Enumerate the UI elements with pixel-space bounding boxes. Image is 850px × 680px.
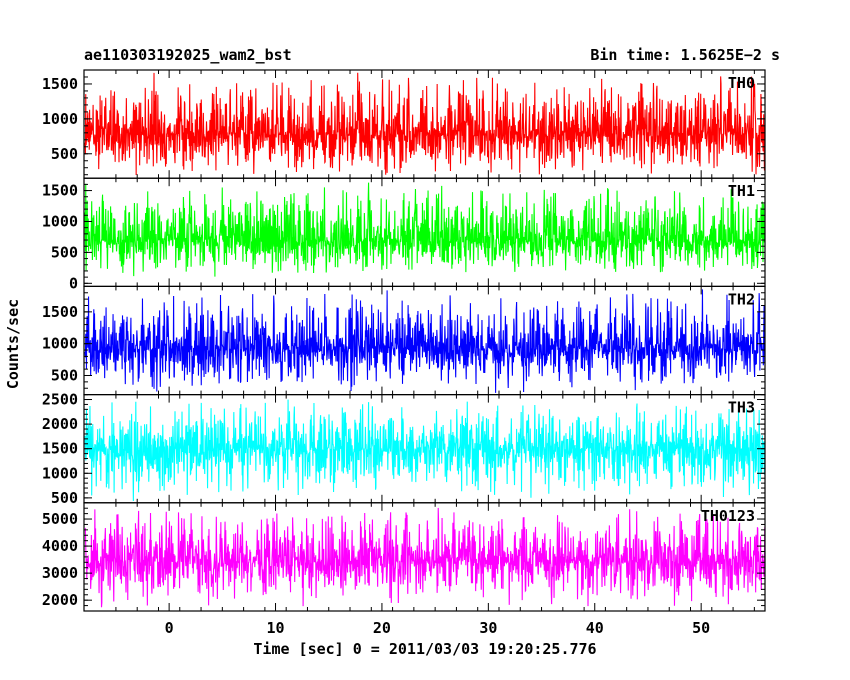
x-axis-title: Time [sec] 0 = 2011/03/03 19:20:25.776 [253, 640, 596, 658]
x-tick-label: 50 [692, 619, 710, 637]
y-tick-label: 1500 [42, 440, 78, 458]
y-tick-label: 0 [69, 274, 78, 292]
x-axis: 0 10 20 30 40 50 [165, 619, 711, 637]
y-tick-label: 1500 [42, 75, 78, 93]
panel-label-th2: TH2 [728, 290, 755, 308]
panels-group: 500 1000 1500 TH0 0 500 1000 1500 TH1 500 1000 1500… [42, 69, 766, 612]
y-tick-label: 2000 [42, 591, 78, 609]
y-tick-label: 500 [51, 243, 78, 261]
panel-th0123: 2000 3000 4000 5000 TH0123 [42, 502, 766, 612]
x-tick-label: 0 [165, 619, 174, 637]
y-tick-label: 3000 [42, 564, 78, 582]
y-tick-label: 4000 [42, 537, 78, 555]
y-tick-label: 1000 [42, 464, 78, 482]
y-tick-label: 500 [51, 367, 78, 385]
panel-th1: 0 500 1000 1500 TH1 [42, 177, 766, 292]
y-tick-label: 2000 [42, 415, 78, 433]
y-tick-label: 1000 [42, 335, 78, 353]
bin-time-label: Bin time: 1.5625E−2 s [590, 46, 780, 64]
y-tick-label: 1000 [42, 110, 78, 128]
panel-th2: 500 1000 1500 TH2 [42, 285, 766, 396]
series-th1 [84, 182, 765, 277]
panel-label-th0123: TH0123 [701, 507, 755, 525]
x-tick-label: 10 [267, 619, 285, 637]
x-tick-label: 30 [479, 619, 497, 637]
y-axis-title: Counts/sec [4, 299, 22, 389]
x-tick-label: 40 [586, 619, 604, 637]
panel-th3: 500 1000 1500 2000 2500 TH3 [42, 391, 766, 507]
y-tick-label: 500 [51, 489, 78, 507]
observation-title: ae110303192025_wam2_bst [84, 46, 292, 64]
series-th0 [84, 72, 765, 175]
y-tick-label: 1000 [42, 212, 78, 230]
series-th3 [84, 399, 765, 501]
y-tick-label: 1500 [42, 303, 78, 321]
y-tick-label: 5000 [42, 510, 78, 528]
y-tick-label: 1500 [42, 182, 78, 200]
panel-label-th1: TH1 [728, 182, 755, 200]
series-th0123 [84, 507, 765, 608]
panel-label-th3: TH3 [728, 399, 755, 417]
y-tick-label: 2500 [42, 391, 78, 409]
panel-th0: 500 1000 1500 TH0 [42, 69, 766, 179]
y-tick-label: 500 [51, 145, 78, 163]
panel-label-th0: TH0 [728, 74, 755, 92]
series-th2 [84, 289, 765, 393]
x-tick-label: 20 [373, 619, 391, 637]
